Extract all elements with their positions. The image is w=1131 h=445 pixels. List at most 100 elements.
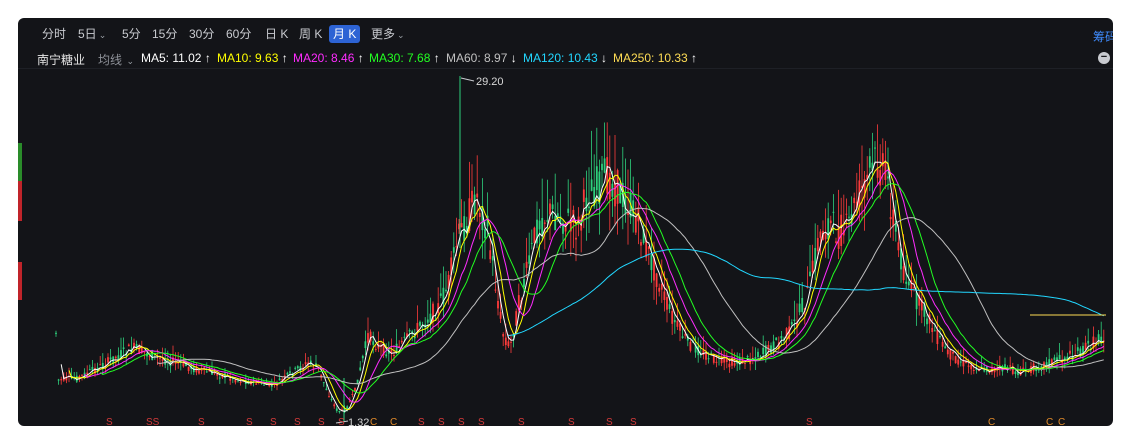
- candle-body: [770, 345, 772, 353]
- candle-body: [595, 166, 598, 191]
- candle-body: [1045, 362, 1048, 366]
- candle-body: [1079, 348, 1082, 357]
- signal-marker: S: [246, 417, 253, 426]
- signal-marker: S: [418, 417, 425, 426]
- candle-body: [676, 320, 679, 327]
- candle-body: [624, 193, 627, 215]
- chip-distribution-button[interactable]: 筹码: [1092, 30, 1113, 44]
- tab-daily-k[interactable]: 日 K: [265, 27, 289, 41]
- candle-body: [73, 377, 76, 379]
- tab-30min[interactable]: 30分: [189, 27, 215, 41]
- candle-body: [148, 356, 151, 358]
- tab-5min[interactable]: 5分: [122, 27, 141, 41]
- signal-marker: SS: [146, 417, 160, 426]
- candle-body: [941, 341, 944, 347]
- candle-body: [936, 329, 939, 345]
- candle-body: [138, 346, 141, 355]
- candle-body: [99, 364, 102, 366]
- candle-body: [408, 330, 411, 332]
- candle-body: [187, 366, 190, 371]
- candle-body: [972, 370, 975, 372]
- tab-intraday[interactable]: 分时: [42, 27, 67, 41]
- tab-weekly-k[interactable]: 周 K: [299, 27, 323, 41]
- candle-body: [611, 183, 614, 197]
- candle-body: [902, 266, 905, 281]
- candle-body: [1014, 371, 1017, 375]
- candle-body: [1092, 336, 1095, 349]
- candle-body: [491, 256, 494, 261]
- candle-body: [481, 206, 484, 231]
- candle-body: [689, 341, 692, 351]
- candle-body: [658, 287, 661, 292]
- candle-body: [419, 321, 421, 326]
- candle-body: [406, 333, 408, 337]
- candle-body: [403, 336, 406, 338]
- tab-15min[interactable]: 15分: [152, 27, 178, 41]
- candle-body: [788, 326, 791, 340]
- candle-body: [1102, 340, 1105, 342]
- candle-body: [239, 382, 242, 384]
- tab-monthly-k[interactable]: 月 K: [329, 25, 361, 43]
- ma-value: MA5: 11.02: [141, 51, 202, 65]
- candle-body: [801, 297, 804, 312]
- candle-body: [762, 347, 765, 355]
- candle-body: [312, 367, 315, 369]
- signal-marker: S: [518, 417, 525, 426]
- candle-body: [949, 349, 952, 360]
- ma-type-select[interactable]: 均线 ⌄: [98, 51, 134, 68]
- candle-body: [525, 261, 528, 268]
- candle-body: [114, 356, 117, 359]
- candle-body: [299, 366, 302, 371]
- candle-body: [845, 213, 848, 215]
- header-divider: [18, 68, 1113, 69]
- candle-body: [759, 356, 762, 358]
- candle-body: [647, 246, 650, 250]
- candle-body: [959, 361, 962, 363]
- candle-body: [590, 179, 593, 191]
- ma-value: MA60: 8.97: [446, 51, 508, 65]
- candle-body: [775, 337, 778, 341]
- candle-body: [1022, 367, 1025, 369]
- candle-body: [619, 182, 622, 204]
- signal-marker: S: [478, 417, 485, 426]
- tab-5day[interactable]: 5日 ⌄: [74, 25, 110, 43]
- candle-body: [824, 234, 827, 240]
- candle-body: [863, 179, 866, 198]
- candlestick-chart[interactable]: 29.201.32S SS S S S S S S C C S S S S S S S S S C C C: [18, 18, 1113, 426]
- signal-marker: C: [988, 417, 995, 426]
- candle-body: [218, 377, 221, 379]
- ma-item-ma120: MA120: 10.43 ↓: [523, 51, 607, 65]
- candle-body: [905, 281, 908, 284]
- candle-body: [307, 362, 310, 365]
- candle-body: [666, 297, 668, 310]
- candle-body: [395, 343, 398, 353]
- candle-body: [608, 172, 611, 200]
- chevron-down-icon: ⌄: [98, 30, 107, 40]
- candle-body: [237, 380, 239, 382]
- ma-arrow-icon: ↑: [354, 51, 364, 65]
- candle-body: [83, 372, 86, 378]
- candle-body: [946, 349, 949, 355]
- candle-body: [816, 237, 819, 252]
- candle-body: [892, 209, 895, 227]
- ma120-line: [508, 248, 1104, 336]
- tab-60min[interactable]: 60分: [226, 27, 252, 41]
- candle-body: [486, 215, 489, 227]
- candle-body: [939, 336, 941, 338]
- candle-body: [122, 347, 125, 349]
- low-price-label: 1.32: [348, 417, 369, 426]
- collapse-icon[interactable]: −: [1098, 52, 1110, 64]
- candle-body: [221, 374, 224, 378]
- candle-body: [276, 384, 278, 386]
- chevron-down-icon: ⌄: [397, 30, 405, 40]
- candle-body: [177, 362, 180, 364]
- candle-body: [465, 226, 468, 234]
- candle-body: [913, 287, 915, 289]
- candle-body: [120, 350, 122, 358]
- candle-body: [757, 351, 759, 358]
- candle-body: [374, 349, 377, 351]
- tab-more[interactable]: 更多 ⌄: [367, 25, 409, 43]
- candle-body: [712, 354, 715, 363]
- candle-body: [598, 171, 601, 205]
- candle-body: [333, 404, 336, 407]
